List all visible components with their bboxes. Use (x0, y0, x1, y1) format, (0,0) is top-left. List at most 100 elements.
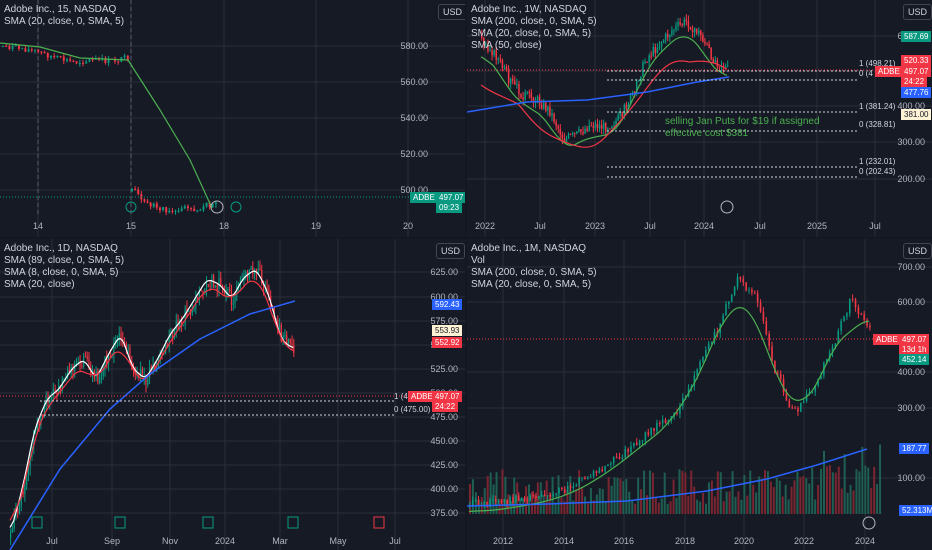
candle-body (37, 49, 40, 52)
candle-body (540, 494, 543, 497)
candle-body (617, 115, 619, 121)
ticker-tag: ADBE (408, 391, 436, 402)
candle-body (131, 188, 133, 192)
volume-bar (761, 479, 764, 514)
sma50-line (480, 60, 728, 148)
candle-body (552, 494, 555, 497)
chart-canvas-1m[interactable]: 700.00 600.00 400.00 300.00 100.00 2012 2014 20… (467, 239, 932, 550)
fib-label: 0 (4 (859, 69, 873, 78)
candle-body (615, 120, 617, 126)
legend-sma50: SMA (50, close) (471, 40, 542, 51)
candle-body (507, 70, 510, 84)
candle-body (555, 122, 557, 126)
candle-body (471, 500, 474, 506)
candle-body (79, 361, 81, 366)
chart-canvas-1d[interactable]: 625.00600.00575.00550.00525.00500.00475.… (0, 239, 465, 550)
volume-bar (507, 494, 510, 514)
volume-tag: 52.313M (899, 505, 932, 516)
volume-bar (637, 477, 640, 514)
candle-body (78, 62, 81, 64)
lightning-icon (862, 516, 876, 530)
candle-body (159, 353, 161, 361)
chart-canvas-15m[interactable]: 580.00 560.00 540.00 520.00 500.00 14 15 18 19 20 (0, 0, 465, 237)
volume-bar (492, 484, 495, 514)
y-axis-label: 400.00 (897, 101, 925, 111)
candle-body (268, 287, 270, 296)
candle-body (644, 432, 647, 441)
volume-bar (554, 502, 557, 514)
volume-bar (799, 477, 802, 514)
chart-pane-15m[interactable]: Adobe Inc., 15, NASDAQ SMA (20, close, 0… (0, 0, 465, 237)
candle-body (578, 129, 580, 132)
candle-body (261, 269, 263, 284)
candle-body (474, 500, 477, 502)
chart-pane-1d[interactable]: Adobe Inc., 1D, NASDAQ SMA (89, close, 0… (0, 239, 465, 550)
candle-body (567, 134, 570, 139)
candle-body (667, 33, 669, 38)
candle-body (491, 50, 493, 56)
candle-body (38, 421, 40, 425)
candle-body (221, 284, 224, 289)
volume-bar (604, 501, 607, 514)
chart-pane-1m[interactable]: Adobe Inc., 1M, NASDAQ Vol SMA (200, clo… (467, 239, 932, 550)
candle-body (863, 314, 865, 320)
candle-body (227, 288, 229, 292)
candle-body (720, 66, 723, 68)
volume-bar (675, 497, 678, 514)
chart-canvas-1w[interactable]: 600.00500.00400.00300.00200.002022Jul202… (467, 0, 932, 237)
currency-button[interactable]: USD (438, 4, 465, 20)
candle-body (241, 279, 243, 281)
volume-bar (867, 467, 870, 514)
volume-bar (660, 498, 663, 514)
candle-body (104, 356, 106, 372)
candle-body (129, 347, 131, 361)
volume-bar (536, 482, 539, 514)
annotation-note[interactable]: selling Jan Puts for $19 if assigned eff… (665, 116, 820, 140)
candle-body (113, 343, 115, 355)
candle-body (563, 138, 566, 142)
candle-body (43, 403, 46, 418)
candle-body (163, 354, 165, 356)
y-axis-label: 475.00 (430, 412, 458, 422)
candle-body (791, 407, 793, 409)
candle-body (693, 375, 696, 386)
candle-body (648, 55, 650, 63)
volume-bar (681, 470, 684, 514)
currency-button[interactable]: USD (903, 243, 932, 259)
candle-body (653, 428, 655, 432)
fib-label: 1 (381.24) (859, 102, 896, 111)
candle-body (638, 80, 640, 82)
volume-bar (811, 467, 814, 514)
legend-title: Adobe Inc., 15, NASDAQ (4, 4, 117, 15)
chart-pane-1w[interactable]: Adobe Inc., 1W, NASDAQ SMA (200, close, … (467, 0, 932, 237)
legend-sma20: SMA (20, close) (4, 279, 75, 290)
candle-body (610, 463, 612, 465)
candle-body (165, 207, 168, 213)
candle-body (625, 104, 628, 109)
candle-body (506, 499, 509, 505)
candle-body (851, 298, 854, 300)
candle-body (59, 56, 62, 58)
candle-body (22, 492, 24, 494)
volume-bar (766, 471, 769, 514)
volume-bar (840, 488, 843, 514)
candle-body (81, 365, 83, 367)
candle-body (175, 320, 177, 330)
candle-body (630, 446, 632, 453)
countdown-tag: 13d 1h (899, 344, 930, 355)
candle-body (198, 289, 201, 299)
candle-body (107, 58, 110, 63)
currency-button[interactable]: USD (903, 4, 932, 20)
candle-body (193, 307, 195, 311)
candle-body (493, 50, 495, 56)
x-axis-label: Nov (162, 536, 179, 546)
candle-body (158, 207, 161, 211)
currency-button[interactable]: USD (436, 243, 465, 259)
candle-body (710, 341, 713, 344)
candle-body (547, 106, 549, 111)
candle-body (53, 55, 56, 57)
candle-body (293, 345, 295, 353)
candle-body (118, 333, 120, 341)
candle-body (785, 392, 788, 401)
volume-bar (734, 496, 737, 514)
